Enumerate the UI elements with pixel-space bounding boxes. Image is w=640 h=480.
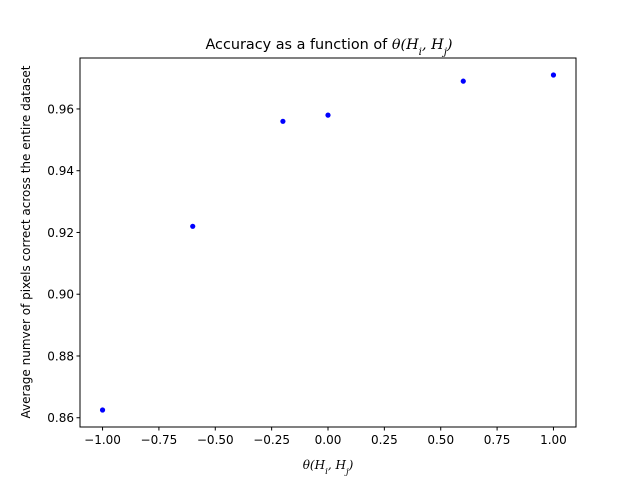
x-axis: −1.00 −0.75 −0.50 −0.25 0.00 0.25 0.50 0.75 1.00: [84, 427, 567, 447]
y-tick-label: 0.88: [47, 349, 74, 363]
data-point: [550, 72, 557, 78]
x-tick-label: 0.00: [315, 433, 342, 447]
x-tick-label: −1.00: [84, 433, 121, 447]
x-tick-label: −0.75: [141, 433, 178, 447]
x-tick-label: 0.50: [427, 433, 454, 447]
x-tick-label: 0.25: [371, 433, 398, 447]
y-axis-label: Average numver of pixels correct across …: [19, 65, 33, 418]
x-tick-label: −0.50: [197, 433, 234, 447]
chart-title: Accuracy as a function of θ(Hi, Hj): [205, 37, 452, 58]
x-tick-label: 0.75: [484, 433, 511, 447]
y-tick-label: 0.90: [47, 288, 74, 302]
data-point: [460, 78, 466, 84]
x-tick-label: −0.25: [253, 433, 290, 447]
y-tick-label: 0.96: [47, 102, 74, 116]
x-tick-label: 1.00: [540, 433, 567, 447]
data-point: [325, 112, 331, 118]
x-axis-label: θ(Hi, Hj): [303, 458, 354, 477]
y-tick-label: 0.86: [47, 411, 74, 425]
data-point: [190, 223, 196, 229]
y-axis: 0.86 0.88 0.90 0.92 0.94 0.96: [47, 102, 80, 425]
y-tick-label: 0.94: [47, 164, 74, 178]
data-point: [99, 407, 106, 413]
data-point: [280, 118, 286, 124]
data-points: [99, 72, 557, 413]
y-tick-label: 0.92: [47, 226, 74, 240]
